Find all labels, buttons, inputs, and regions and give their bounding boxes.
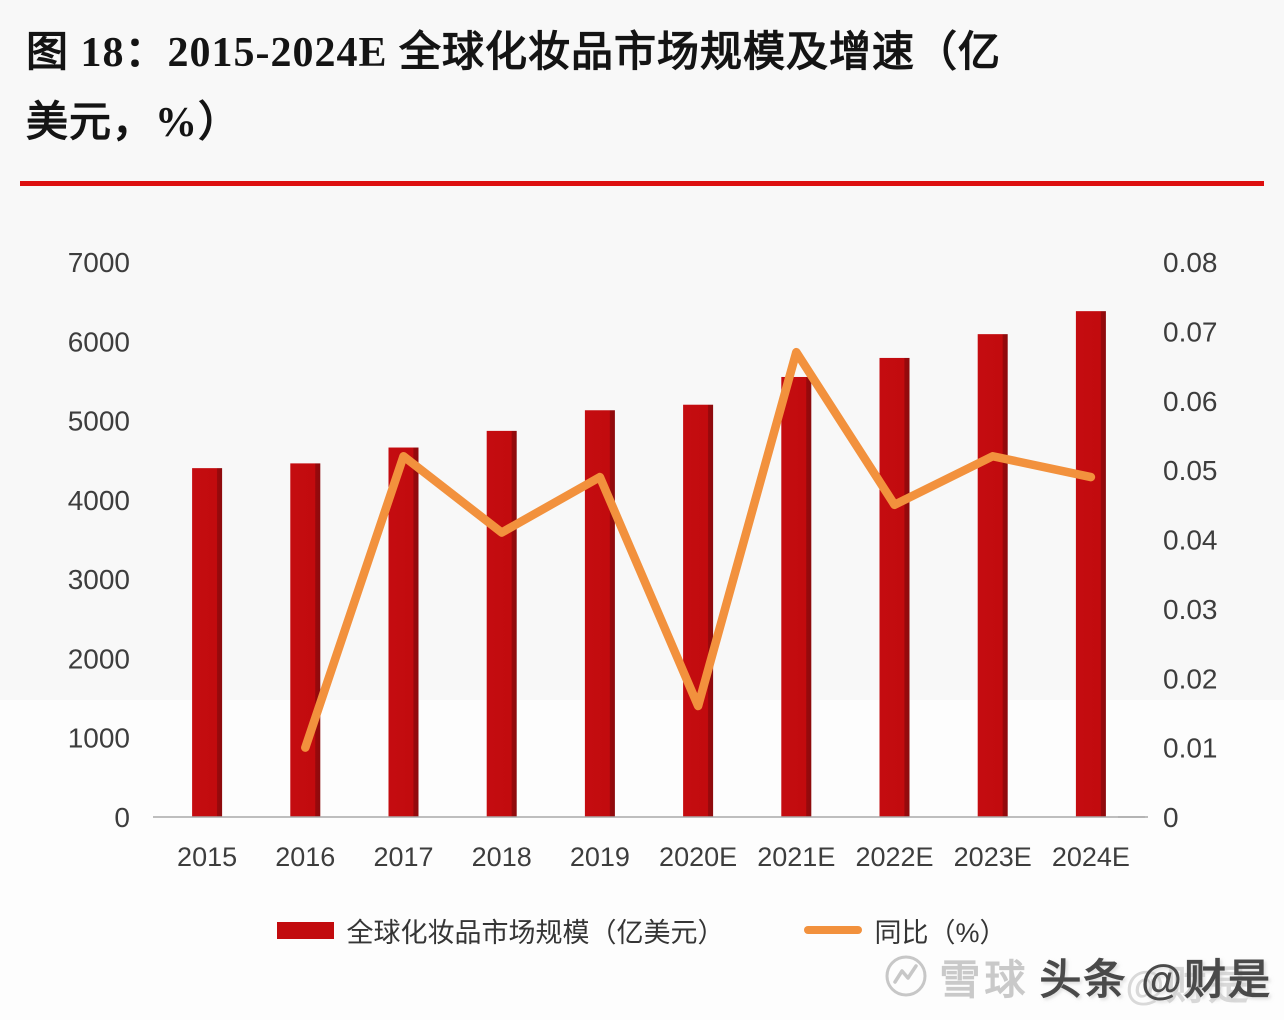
right-axis-tick-0: 0 <box>1163 802 1179 833</box>
legend-item-market-size: 全球化妆品市场规模（亿美元） <box>277 911 724 950</box>
bar-series-label: 全球化妆品市场规模（亿美元） <box>346 917 725 948</box>
title-divider-rule <box>20 181 1264 186</box>
growth-line <box>301 347 1096 752</box>
chart-title-line1: 图 18：2015-2024E 全球化妆品市场规模及增速（亿 <box>26 30 1002 76</box>
right-axis-tick-0.08: 0.08 <box>1163 247 1218 278</box>
line-series-group <box>301 347 1096 752</box>
right-axis-tick-0.06: 0.06 <box>1163 386 1218 417</box>
xueqiu-logo-icon <box>885 955 927 997</box>
bar-2018 <box>486 430 517 817</box>
right-axis-tick-0.05: 0.05 <box>1163 455 1218 486</box>
x-axis-label-2019: 2019 <box>570 842 630 872</box>
bar-2015 <box>192 468 223 817</box>
chart-title-line2: 美元，%） <box>26 100 242 146</box>
x-axis-label-2022E: 2022E <box>855 842 933 872</box>
left-axis-tick-1000: 1000 <box>68 723 130 754</box>
x-axis-label-2017: 2017 <box>373 842 433 872</box>
left-axis-tick-4000: 4000 <box>68 485 130 516</box>
line-series-label: 同比（%） <box>874 917 1007 948</box>
watermark-brand-dark: 头条 @财是 <box>1039 955 1272 1003</box>
bar-2019 <box>584 410 615 817</box>
watermark-ghost-text: @财是 <box>1125 963 1251 1008</box>
x-axis-label-2020E: 2020E <box>659 842 737 872</box>
right-axis-tick-0.02: 0.02 <box>1163 663 1218 694</box>
watermark-brand-light: 雪球 <box>939 957 1030 1003</box>
chart-legend: 全球化妆品市场规模（亿美元） 同比（%） <box>0 908 1284 952</box>
chart-title: 图 18：2015-2024E 全球化妆品市场规模及增速（亿 美元，%） <box>26 18 1264 158</box>
left-axis-tick-6000: 6000 <box>68 326 130 357</box>
line-series-swatch <box>804 926 863 934</box>
x-axis-label-2024E: 2024E <box>1052 842 1130 872</box>
bar-series-group <box>192 311 1106 817</box>
bar-2017 <box>388 447 419 817</box>
x-axis-label-2021E: 2021E <box>757 842 835 872</box>
left-axis-tick-7000: 7000 <box>68 247 130 278</box>
right-axis-tick-0.03: 0.03 <box>1163 594 1218 625</box>
bar-2016 <box>290 463 321 817</box>
x-axis-label-2015: 2015 <box>177 842 237 872</box>
left-axis-tick-2000: 2000 <box>68 643 130 674</box>
right-axis-tick-0.07: 0.07 <box>1163 316 1218 347</box>
axes-group: 7000 6000 5000 4000 3000 2000 1000 0 0.08 0.07 0.0… <box>68 247 1218 872</box>
legend-item-yoy: 同比（%） <box>804 911 1007 950</box>
bar-2020E <box>683 404 714 817</box>
bar-2023E <box>977 334 1008 817</box>
left-axis-tick-5000: 5000 <box>68 406 130 437</box>
watermark-stack: @财是 头条 @财是 <box>1039 946 1272 1008</box>
right-axis-tick-0.01: 0.01 <box>1163 733 1218 764</box>
right-axis-tick-0.04: 0.04 <box>1163 525 1218 556</box>
x-axis-label-2016: 2016 <box>275 842 335 872</box>
left-axis-tick-0: 0 <box>114 802 130 833</box>
bar-series-swatch <box>277 921 335 939</box>
x-axis-label-2018: 2018 <box>472 842 532 872</box>
left-axis-tick-3000: 3000 <box>68 564 130 595</box>
x-axis-label-2023E: 2023E <box>954 842 1032 872</box>
watermark: 雪球 @财是 头条 @财是 <box>883 944 1272 1008</box>
bar-2021E <box>781 376 812 817</box>
bar-2022E <box>879 357 910 817</box>
bar-2024E <box>1075 311 1106 817</box>
